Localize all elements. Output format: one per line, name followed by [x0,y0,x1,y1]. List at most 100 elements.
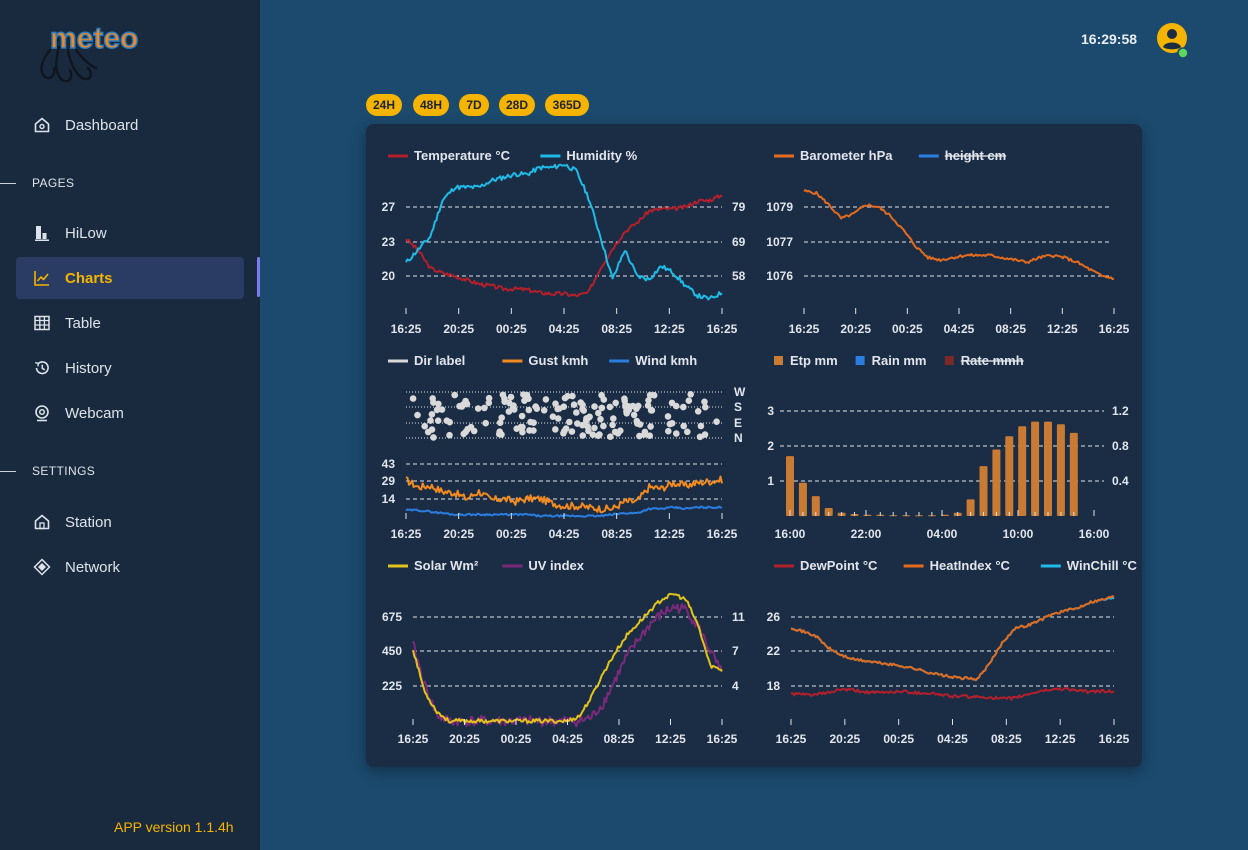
dir-point [645,397,652,404]
etp-bar [798,482,807,517]
dir-point [462,428,470,436]
dir-point [552,426,559,433]
range-button-48h[interactable]: 48H [413,94,449,116]
charts-canvas: Temperature °C Humidity %20232758697916:2… [382,148,1138,746]
sidebar-item-dashboard[interactable]: Dashboard [16,104,244,146]
legend-label: Rate mmh [961,353,1024,368]
legend-label: Barometer hPa [800,148,893,163]
legend-label: Gust kmh [528,353,588,368]
y-tick-label-right: 0.8 [1112,439,1129,453]
legend-item-1-1: height cm [918,148,1006,163]
range-button-7d[interactable]: 7D [459,94,489,116]
series-solar [412,592,723,724]
dir-point [685,397,693,405]
legend-label: height cm [945,148,1006,163]
x-tick-label: 10:00 [1003,527,1034,541]
etp-bar [1056,424,1065,516]
legend-label: Solar Wm² [414,558,479,573]
sidebar-item-label: Charts [65,269,113,287]
sidebar-item-network[interactable]: Network [16,546,244,588]
sidebar-item-station[interactable]: Station [16,501,244,543]
dir-point [647,407,655,414]
sidebar-item-label: Station [65,513,112,531]
x-tick-label: 04:25 [552,732,583,746]
etp-bar [1044,421,1052,516]
y-tick-label-right: 11 [732,610,745,624]
dir-point [673,430,680,437]
etp-bar [786,456,794,516]
legend-label: UV index [528,558,584,573]
x-tick-label: 16:25 [1099,732,1130,746]
dir-point [430,434,437,441]
section-pages-label: PAGES [32,176,75,190]
dir-point [636,432,643,440]
x-tick-label: 16:25 [398,732,429,746]
clock: 16:29:58 [1081,31,1138,47]
home-icon [33,116,51,134]
series-barometer [803,189,1115,281]
y-tick-label-left: 27 [382,200,396,214]
x-tick-label: 04:25 [937,732,968,746]
dir-point [443,417,451,425]
legend-item-1-0: Barometer hPa [774,148,893,163]
sidebar: meteo Dashboard PAGES HiLow Charts Table… [0,0,260,850]
dir-point [696,433,704,441]
dir-point [579,432,587,439]
x-tick-label: 20:25 [443,527,474,541]
dir-point [568,428,576,435]
sidebar-item-charts[interactable]: Charts [16,257,244,299]
y-tick-label-left: 1 [767,474,774,488]
dir-point [540,407,548,414]
dir-point [481,404,488,412]
dir-point [600,422,607,430]
x-tick-label: 20:25 [840,322,871,336]
x-tick-label: 04:25 [549,322,580,336]
dir-point [646,432,653,440]
user-avatar[interactable] [1156,22,1188,60]
x-tick-label: 08:25 [991,732,1022,746]
dir-point [561,394,569,402]
legend-label: DewPoint °C [800,558,878,573]
x-tick-label: 12:25 [655,732,686,746]
dir-point [521,397,528,405]
dir-point [562,425,570,432]
x-tick-label: 20:25 [449,732,480,746]
dir-point [570,401,578,409]
sidebar-item-table[interactable]: Table [16,302,244,344]
x-tick-label: 08:25 [604,732,635,746]
x-tick-label: 08:25 [995,322,1026,336]
meteo-logo[interactable]: meteo [36,18,176,88]
dir-point [607,433,614,441]
dir-point [609,421,616,429]
x-tick-label: 00:25 [496,527,527,541]
sidebar-item-webcam[interactable]: Webcam [16,392,244,434]
dir-point [554,415,562,422]
y-tick-label-left: 20 [382,269,396,283]
sidebar-item-history[interactable]: History [16,347,244,389]
dir-point [427,417,434,424]
x-tick-label: 00:25 [496,322,527,336]
range-button-24h[interactable]: 24H [366,94,402,116]
sidebar-item-label: Dashboard [65,116,139,134]
range-button-28d[interactable]: 28D [499,94,535,116]
y-tick-label-right: 1.2 [1112,404,1129,418]
history-icon [33,359,51,377]
dir-point [680,403,687,411]
dir-point [597,415,604,423]
range-button-365d[interactable]: 365D [545,94,589,116]
x-tick-label: 12:25 [654,322,685,336]
x-tick-label: 20:25 [829,732,860,746]
dir-point [644,402,652,409]
dir-point [610,415,617,422]
x-tick-label: 04:25 [944,322,975,336]
sidebar-item-hilow[interactable]: HiLow [16,212,244,254]
dir-point [697,422,705,430]
dir-point [482,419,489,427]
legend-item-5-1: HeatIndex °C [903,558,1011,573]
dir-point [527,418,534,426]
dir-point [438,406,446,413]
table-icon [33,314,51,332]
dir-point [629,402,637,410]
section-settings-label: SETTINGS [32,464,96,478]
dir-point [573,409,580,416]
